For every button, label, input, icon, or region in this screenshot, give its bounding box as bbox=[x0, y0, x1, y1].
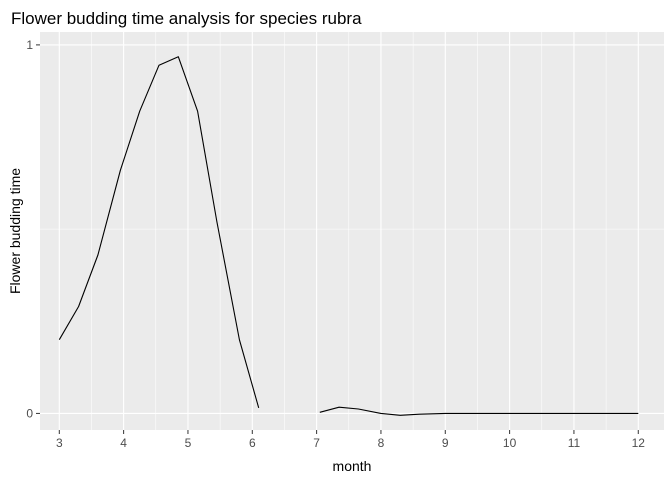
y-tick-label: 1 bbox=[26, 38, 33, 52]
x-tick-label: 5 bbox=[185, 436, 192, 450]
x-tick-label: 7 bbox=[313, 436, 320, 450]
x-tick-label: 3 bbox=[56, 436, 63, 450]
x-tick-label: 6 bbox=[249, 436, 256, 450]
y-axis-title: Flower budding time bbox=[7, 168, 23, 294]
major-gridlines bbox=[40, 32, 664, 430]
series-line-segment bbox=[319, 406, 639, 416]
chart-title: Flower budding time analysis for species… bbox=[11, 9, 362, 28]
x-tick-label: 4 bbox=[120, 436, 127, 450]
x-axis: 3 4 5 6 7 8 9 10 11 12 bbox=[56, 430, 645, 450]
series-layer bbox=[58, 56, 639, 416]
plot-panel bbox=[40, 32, 664, 430]
minor-gridlines bbox=[40, 32, 664, 430]
x-tick-label: 8 bbox=[378, 436, 385, 450]
series-line-segment bbox=[58, 56, 260, 409]
y-tick-label: 0 bbox=[26, 406, 33, 420]
x-axis-title: month bbox=[333, 458, 372, 474]
x-tick-label: 10 bbox=[503, 436, 517, 450]
x-tick-label: 11 bbox=[568, 436, 581, 450]
x-tick-label: 9 bbox=[442, 436, 449, 450]
y-axis: 01 bbox=[26, 38, 40, 420]
x-tick-label: 12 bbox=[632, 436, 646, 450]
